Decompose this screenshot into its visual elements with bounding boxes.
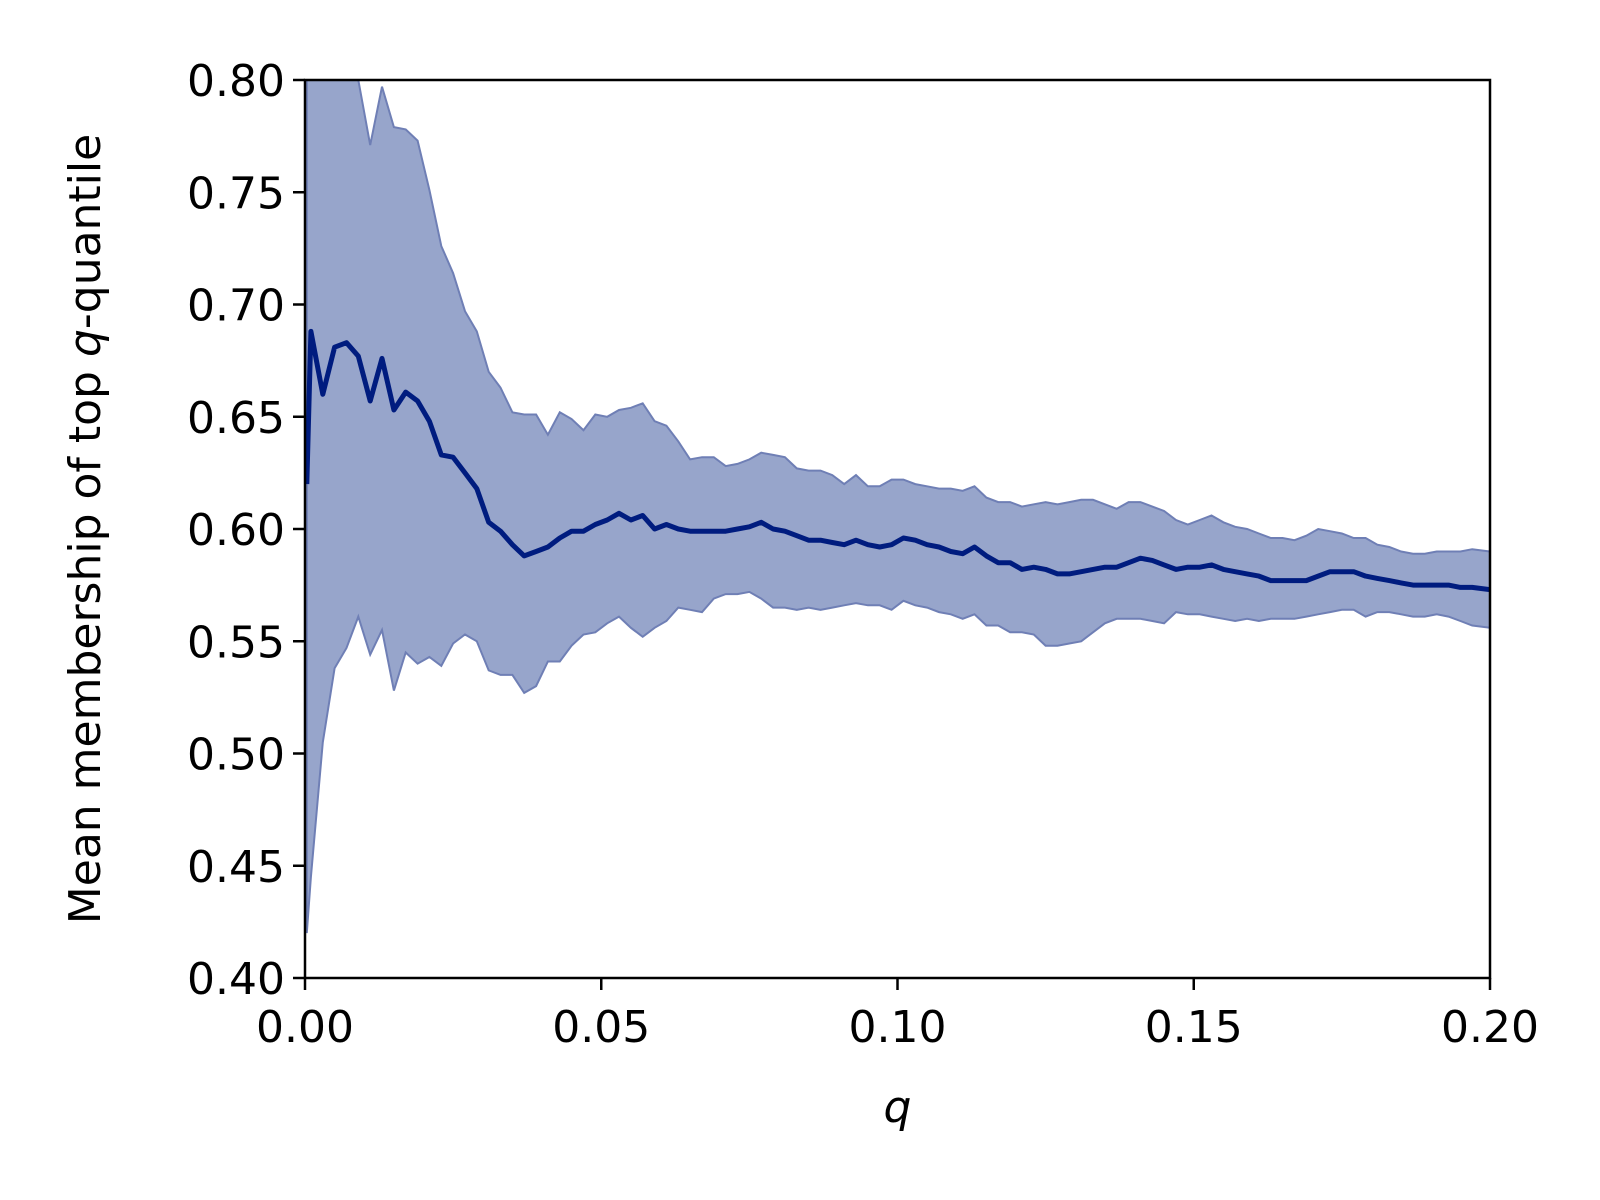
mean-line-layer: [305, 328, 1490, 593]
x-axis-label: q: [884, 1082, 912, 1133]
x-tick-label: 0.20: [1441, 1002, 1539, 1053]
confidence-band: [305, 80, 1490, 934]
y-axis-label-part-3: -quantile: [60, 134, 111, 329]
x-tick-label: 0.00: [256, 1002, 354, 1053]
confidence-band-layer: [305, 80, 1490, 934]
y-axis-label-part-1: Mean membership of top: [60, 357, 111, 924]
y-axis: 0.40 0.45 0.50 0.55 0.60 0.65 0.70 0.75 0.80: [187, 56, 305, 1005]
y-tick-label: 0.65: [187, 393, 285, 444]
y-tick-label: 0.75: [187, 168, 285, 219]
y-tick-label: 0.70: [187, 281, 285, 332]
mean-line: [305, 328, 1490, 593]
y-tick-label: 0.80: [187, 56, 285, 107]
y-tick-label: 0.60: [187, 505, 285, 556]
y-axis-label-part-2: q: [60, 329, 111, 357]
x-tick-label: 0.10: [849, 1002, 947, 1053]
x-tick-label: 0.15: [1145, 1002, 1243, 1053]
y-axis-label: Mean membership of top q-quantile: [60, 134, 111, 924]
y-tick-label: 0.45: [187, 842, 285, 893]
x-tick-label: 0.05: [552, 1002, 650, 1053]
y-tick-label: 0.55: [187, 617, 285, 668]
x-axis: 0.00 0.05 0.10 0.15 0.20: [256, 978, 1539, 1053]
y-tick-label: 0.40: [187, 954, 285, 1005]
y-tick-label: 0.50: [187, 730, 285, 781]
